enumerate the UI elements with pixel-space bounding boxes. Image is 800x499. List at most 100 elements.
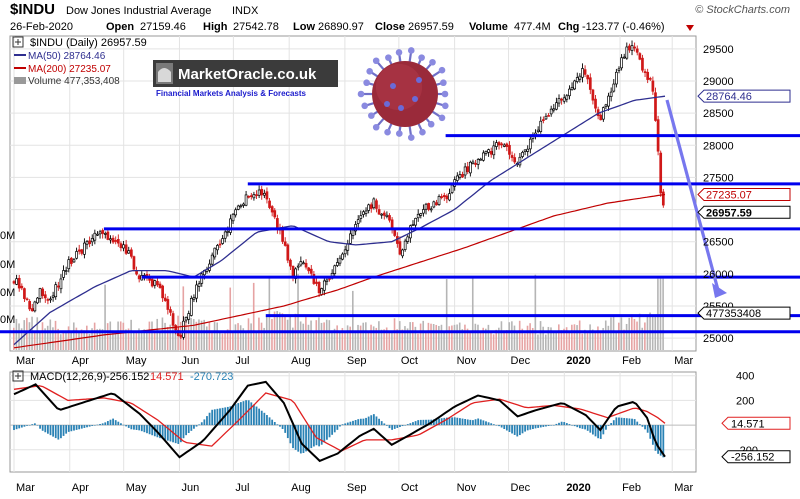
price-candle xyxy=(568,88,571,97)
macd-histogram-bar xyxy=(206,416,208,426)
price-candle xyxy=(114,240,118,242)
macd-histogram-bar xyxy=(279,425,281,427)
price-candle xyxy=(59,278,63,290)
price-candle xyxy=(75,251,78,259)
volume-bar xyxy=(13,327,15,350)
volume-bar xyxy=(508,322,511,350)
macd-histogram-bar xyxy=(646,425,649,433)
volume-bar xyxy=(99,328,101,350)
price-candle xyxy=(612,83,616,92)
macd-histogram-bar xyxy=(146,425,148,434)
macd-histogram-bar xyxy=(250,402,253,426)
macd-histogram-bar xyxy=(638,424,641,426)
x-tick-label: Oct xyxy=(401,355,418,367)
volume-bar xyxy=(550,327,552,350)
volume-bar xyxy=(615,331,617,350)
volume-bar xyxy=(641,327,644,350)
volume-bar xyxy=(247,318,250,350)
macd-histogram-bar xyxy=(336,425,339,430)
virus-spike-tip xyxy=(429,58,436,66)
volume-bar xyxy=(28,322,31,350)
macd-histogram-bar xyxy=(239,402,242,426)
macd-histogram-bar xyxy=(571,425,573,426)
volume-bar xyxy=(474,323,477,350)
price-candle xyxy=(388,215,391,221)
volume-bar xyxy=(542,326,544,350)
macd-histogram-bar xyxy=(399,425,401,427)
volume-bar xyxy=(448,326,451,350)
price-candle xyxy=(539,120,543,132)
price-candle xyxy=(249,195,253,198)
x-tick-label: Aug xyxy=(291,482,311,494)
price-candle xyxy=(424,203,428,210)
macd-histogram-bar xyxy=(67,425,70,432)
macd-histogram-bar xyxy=(289,425,292,444)
macd-histogram-bar xyxy=(44,425,47,433)
volume-bar xyxy=(359,325,362,350)
price-candle xyxy=(30,308,34,312)
volume-bar xyxy=(331,330,333,350)
price-candle xyxy=(555,102,558,110)
virus-spike-tip xyxy=(440,79,447,87)
volume-bar xyxy=(172,326,174,350)
macd-histogram-bar xyxy=(623,417,626,426)
macd-histogram-bar xyxy=(106,421,109,426)
volume-bar xyxy=(245,330,247,350)
volume-bar xyxy=(503,330,505,350)
volume-bar xyxy=(125,329,127,350)
macd-histogram-bar xyxy=(193,425,195,429)
volume-bar xyxy=(234,324,237,350)
chart-index-name: Dow Jones Industrial Average xyxy=(66,5,211,17)
volume-bar xyxy=(109,321,112,350)
macd-histogram-bar xyxy=(221,407,224,426)
price-candle xyxy=(659,152,663,194)
price-candle xyxy=(484,150,488,154)
volume-bar xyxy=(119,321,122,350)
price-candle xyxy=(317,281,321,294)
price-candle xyxy=(127,250,131,254)
macd-histogram-bar xyxy=(125,425,128,427)
volume-bar xyxy=(39,331,41,350)
volume-bar xyxy=(185,318,187,350)
price-candle xyxy=(513,157,517,163)
macd-histogram-bar xyxy=(219,408,221,426)
volume-bar xyxy=(46,325,49,350)
macd-histogram-bar xyxy=(39,425,41,429)
price-candle xyxy=(322,280,326,291)
price-tag: 27235.07 xyxy=(697,187,791,201)
price-candle xyxy=(364,210,368,214)
volume-bar xyxy=(453,324,456,350)
price-candle xyxy=(64,270,68,272)
macd-histogram-bar xyxy=(508,425,511,432)
macd-histogram-bar xyxy=(169,425,172,442)
macd-histogram-bar xyxy=(511,425,513,434)
virus-spike-tip xyxy=(427,120,435,128)
macd-histogram-bar xyxy=(164,425,167,440)
price-tick-label: 29500 xyxy=(703,44,734,56)
price-candle xyxy=(643,71,647,73)
volume-bar xyxy=(479,332,482,350)
macd-histogram-bar xyxy=(597,425,600,439)
price-tick-label: 26000 xyxy=(703,269,734,281)
volume-bar xyxy=(391,331,393,350)
macd-legend: MACD(12,26,9) -256.152 14.571 -270.723 xyxy=(12,370,233,383)
macd-histogram-bar xyxy=(500,425,503,428)
price-candle xyxy=(651,80,655,92)
virus-spike-tip xyxy=(419,128,426,136)
price-candle xyxy=(479,158,483,161)
price-candle xyxy=(93,232,97,241)
price-candle xyxy=(244,194,248,206)
price-candle xyxy=(260,188,264,196)
price-candle xyxy=(302,262,305,265)
volume-bar xyxy=(617,322,620,350)
macd-x-axis: Mar Apr May Jun Jul Aug Sep Oct Nov Dec 2020 Feb Mar xyxy=(16,482,693,494)
chg-down-arrow-icon xyxy=(686,25,694,31)
price-candle xyxy=(549,108,553,115)
macd-histogram-bar xyxy=(662,425,665,458)
price-candle xyxy=(122,244,125,249)
price-candle xyxy=(268,200,271,208)
macd-histogram-bar xyxy=(419,419,422,426)
x-tick-label: Oct xyxy=(401,482,418,494)
macd-histogram-bar xyxy=(216,408,219,426)
volume-bar xyxy=(558,324,560,350)
